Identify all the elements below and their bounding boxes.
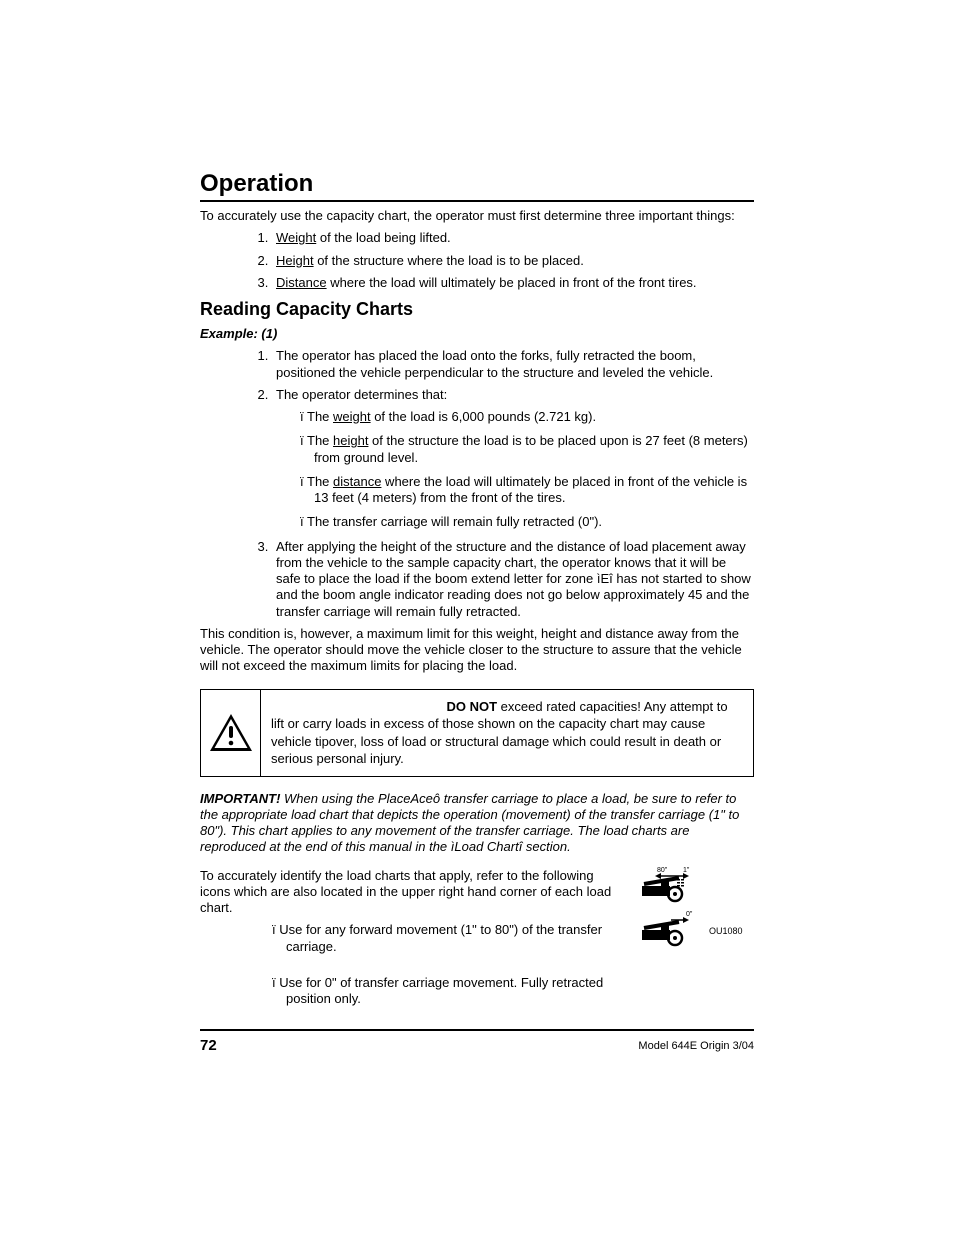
example-label: Example: (1) — [200, 326, 754, 342]
page: Operation To accurately use the capacity… — [0, 0, 954, 1134]
text: of the load is 6,000 pounds (2.721 kg). — [371, 409, 597, 424]
section-title: Operation — [200, 170, 754, 198]
condition-paragraph: This condition is, however, a maximum li… — [200, 626, 754, 675]
list-item: Use for any forward movement (1" to 80")… — [272, 922, 622, 955]
title-rule — [200, 200, 754, 202]
warning-triangle-icon — [209, 713, 253, 753]
text: The — [307, 474, 333, 489]
list-item: The weight of the load is 6,000 pounds (… — [300, 409, 754, 425]
height-underline: height — [333, 433, 368, 448]
list-text: The operator determines that: — [276, 387, 447, 402]
footer-rule — [200, 1029, 754, 1031]
icon-reference-row: To accurately identify the load charts t… — [200, 864, 754, 1016]
list-text: of the structure where the load is to be… — [314, 253, 584, 268]
warning-icon-cell — [201, 690, 261, 776]
sub-bullets: The weight of the load is 6,000 pounds (… — [276, 409, 754, 531]
text: The — [307, 409, 333, 424]
warning-body: exceed rated capacities! Any attempt to … — [271, 699, 728, 767]
do-not-bold: DO NOT — [447, 699, 498, 714]
list-text: where the load will ultimately be placed… — [327, 275, 697, 290]
page-footer: 72 Model 644E Origin 3/04 — [200, 1029, 754, 1054]
list-item: The height of the structure the load is … — [300, 433, 754, 466]
distance-underline: distance — [333, 474, 381, 489]
warning-box: xxxxxxxxxxxxxxxxxxxxxxxxxxxDO NOT exceed… — [200, 689, 754, 777]
icon-bullets: Use for any forward movement (1" to 80")… — [200, 922, 622, 1007]
text: The — [307, 433, 333, 448]
important-body: When using the PlaceAceô transfer carria… — [200, 791, 739, 855]
example-steps: The operator has placed the load onto th… — [200, 348, 754, 620]
important-note: IMPORTANT! When using the PlaceAceô tran… — [200, 791, 754, 856]
icon-text-column: To accurately identify the load charts t… — [200, 864, 622, 1016]
list-item: Use for 0" of transfer carriage movement… — [272, 975, 622, 1008]
list-item: The operator determines that: The weight… — [272, 387, 754, 531]
list-item: Height of the structure where the load i… — [272, 253, 754, 269]
list-text: of the load being lifted. — [316, 230, 450, 245]
footer-row: 72 Model 644E Origin 3/04 — [200, 1037, 754, 1054]
weight-underline: weight — [333, 409, 371, 424]
model-origin: Model 644E Origin 3/04 — [638, 1040, 754, 1052]
text: of the structure the load is to be place… — [314, 433, 748, 464]
distance-underline: Distance — [276, 275, 327, 290]
warning-text: xxxxxxxxxxxxxxxxxxxxxxxxxxxDO NOT exceed… — [261, 690, 753, 776]
list-item: After applying the height of the structu… — [272, 539, 754, 620]
subheading: Reading Capacity Charts — [200, 299, 754, 320]
load-chart-icons: 80" 1" 0" — [639, 864, 749, 959]
list-item: The transfer carriage will remain fully … — [300, 514, 754, 530]
height-underline: Height — [276, 253, 314, 268]
label-1: 1" — [683, 867, 690, 874]
list-item: Distance where the load will ultimately … — [272, 275, 754, 291]
list-item: Weight of the load being lifted. — [272, 230, 754, 246]
label-80: 80" — [657, 867, 668, 874]
list-item: The operator has placed the load onto th… — [272, 348, 754, 381]
label-0: 0" — [686, 911, 693, 918]
intro-paragraph: To accurately use the capacity chart, th… — [200, 208, 754, 224]
figure-ref: OU1080 — [709, 926, 743, 936]
page-number: 72 — [200, 1037, 217, 1054]
list-item: The distance where the load will ultimat… — [300, 474, 754, 507]
identify-paragraph: To accurately identify the load charts t… — [200, 868, 622, 917]
important-bold: IMPORTANT! — [200, 791, 280, 806]
three-things-list: Weight of the load being lifted. Height … — [200, 230, 754, 291]
icon-figure-column: 80" 1" 0" — [634, 864, 754, 961]
weight-underline: Weight — [276, 230, 316, 245]
